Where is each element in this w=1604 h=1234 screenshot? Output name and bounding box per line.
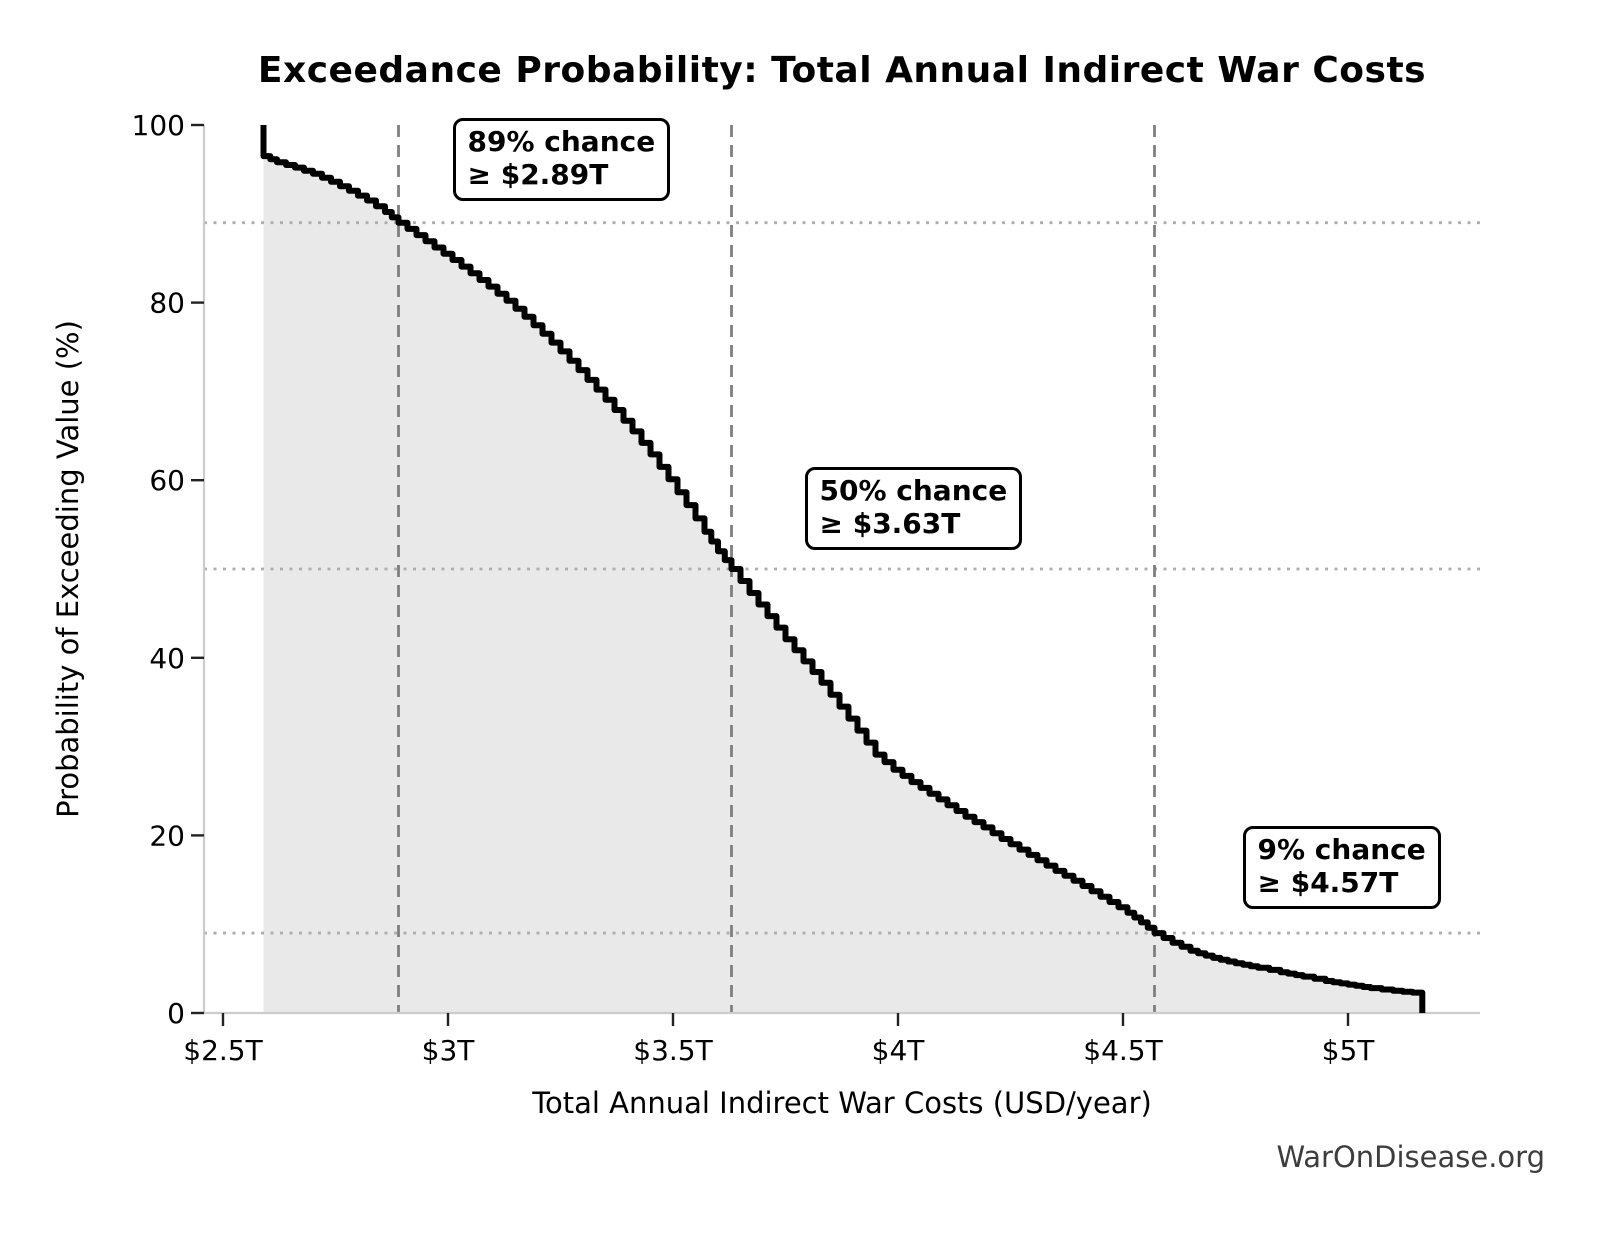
y-tick-label: 60 [149, 464, 185, 497]
annotation-box: 50% chance ≥ $3.63T [804, 467, 1023, 550]
exceedance-curve [260, 125, 1426, 1013]
chart-title: Exceedance Probability: Total Annual Ind… [257, 50, 1427, 91]
y-tick-label: 80 [149, 287, 185, 320]
x-axis-label: Total Annual Indirect War Costs (USD/yea… [532, 1086, 1152, 1120]
annotation-line: ≥ $2.89T [467, 158, 609, 191]
y-tick-label: 20 [149, 819, 185, 852]
x-tick-label: $3.5T [633, 1034, 713, 1067]
annotation-line: ≥ $4.57T [1257, 866, 1399, 899]
annotation-box: 9% chance ≥ $4.57T [1242, 826, 1441, 909]
x-tick-label: $4.5T [1083, 1034, 1163, 1067]
y-tick-label: 0 [167, 997, 185, 1030]
y-tick-label: 40 [149, 642, 185, 675]
annotation-line: 50% chance [819, 474, 1008, 507]
annotation-box: 89% chance ≥ $2.89T [452, 118, 671, 201]
area-fill [263, 125, 1423, 1013]
x-tick-label: $2.5T [183, 1034, 263, 1067]
x-tick-label: $4T [872, 1034, 926, 1067]
watermark-text: WarOnDisease.org [1276, 1140, 1545, 1174]
annotation-line: ≥ $3.63T [819, 507, 961, 540]
x-tick-label: $5T [1322, 1034, 1376, 1067]
y-tick-label: 100 [132, 109, 185, 142]
x-tick-label: $3T [422, 1034, 476, 1067]
annotation-line: 89% chance [467, 125, 656, 158]
annotation-line: 9% chance [1257, 833, 1426, 866]
